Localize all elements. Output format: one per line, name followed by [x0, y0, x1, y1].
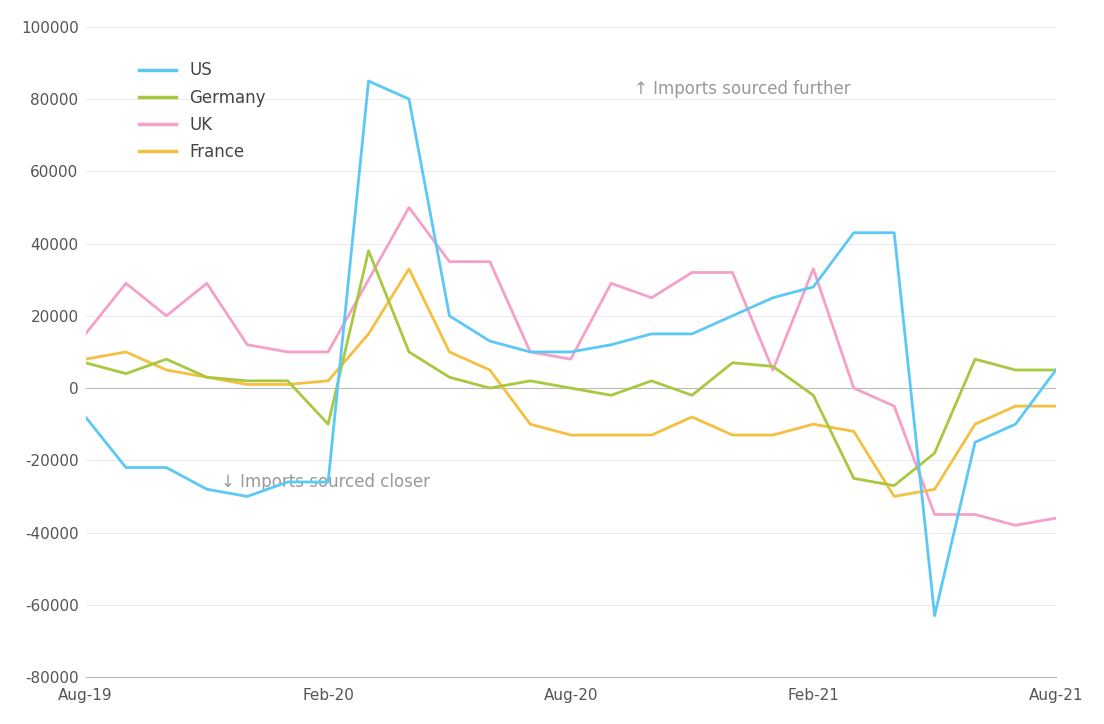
Text: ↓ Imports sourced closer: ↓ Imports sourced closer: [222, 473, 431, 491]
Text: ↑ Imports sourced further: ↑ Imports sourced further: [634, 80, 850, 98]
Legend: US, Germany, UK, France: US, Germany, UK, France: [132, 55, 273, 167]
